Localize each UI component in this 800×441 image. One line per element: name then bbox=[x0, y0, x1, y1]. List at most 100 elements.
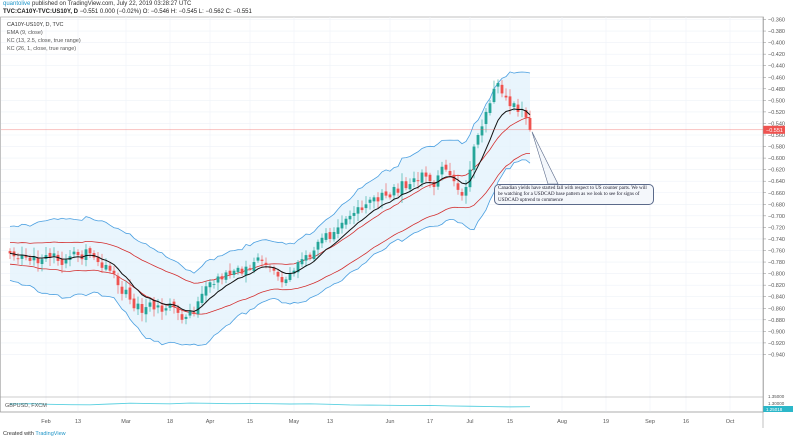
candle-body bbox=[360, 207, 364, 211]
candle-body bbox=[344, 218, 348, 225]
candle-body bbox=[180, 314, 184, 320]
candle-body bbox=[72, 251, 76, 255]
candle-body bbox=[144, 307, 148, 315]
candle-body bbox=[108, 265, 112, 271]
candle-body bbox=[396, 188, 400, 193]
y-tick-label: −0.360 bbox=[768, 18, 785, 24]
candle-body bbox=[304, 255, 308, 261]
y-tick-label: −0.780 bbox=[768, 260, 785, 266]
x-tick-label: Aug bbox=[557, 419, 567, 425]
candle-body bbox=[120, 286, 124, 294]
candle-body bbox=[220, 276, 224, 280]
candle-body bbox=[260, 259, 264, 261]
candle-body bbox=[328, 232, 332, 239]
candle-body bbox=[480, 126, 484, 136]
y-tick-label: −0.800 bbox=[768, 272, 785, 278]
x-tick-label: 15 bbox=[247, 419, 253, 425]
y-tick-label: −0.380 bbox=[768, 29, 785, 35]
candle-body bbox=[140, 304, 144, 313]
candle-body bbox=[188, 311, 192, 316]
y-tick-label: −0.460 bbox=[768, 75, 785, 81]
candle-body bbox=[256, 257, 260, 261]
candle-body bbox=[376, 197, 380, 202]
y-tick-label: −0.920 bbox=[768, 341, 785, 347]
footer: Created with TradingView bbox=[3, 431, 66, 437]
y-tick-label: −0.700 bbox=[768, 214, 785, 220]
y-tick-label: −0.480 bbox=[768, 87, 785, 93]
x-tick-label: 19 bbox=[603, 419, 609, 425]
candle-body bbox=[476, 135, 480, 145]
candle-body bbox=[176, 307, 180, 313]
candle-body bbox=[8, 251, 12, 254]
candle-body bbox=[32, 256, 36, 261]
candle-body bbox=[60, 258, 64, 265]
candle-body bbox=[100, 262, 104, 268]
candle-body bbox=[380, 192, 384, 201]
candle-body bbox=[136, 303, 140, 310]
candle-body bbox=[420, 172, 424, 183]
candle-body bbox=[104, 264, 108, 270]
candle-body bbox=[244, 266, 248, 276]
symbol-quote: TVC:CA10Y-TVC:US10Y, D −0.551 0.000 (−0.… bbox=[3, 9, 252, 15]
candle-body bbox=[364, 204, 368, 209]
candle-body bbox=[148, 302, 152, 307]
gbpusd-axis-label: 1.30000 bbox=[768, 401, 785, 406]
candle-body bbox=[384, 191, 388, 196]
tradingview-logo-text[interactable]: TradingView bbox=[35, 431, 66, 437]
candle-body bbox=[40, 259, 44, 264]
candle-body bbox=[160, 305, 164, 312]
candle-body bbox=[528, 117, 532, 130]
candle-body bbox=[192, 312, 196, 315]
candle-body bbox=[440, 166, 444, 175]
candle-body bbox=[496, 83, 500, 87]
candle-body bbox=[240, 268, 244, 274]
y-tick-label: −0.540 bbox=[768, 121, 785, 127]
candle-body bbox=[284, 279, 288, 284]
keltner-13-lower-line bbox=[9, 159, 531, 346]
x-tick-label: 13 bbox=[327, 419, 333, 425]
legend-kc-13[interactable]: KC (13, 2.5, close, true range) bbox=[7, 38, 81, 44]
author-link[interactable]: quantolive bbox=[3, 1, 31, 7]
legend-main-series[interactable]: CA10Y-US10Y, D, TVC bbox=[7, 22, 64, 28]
candle-body bbox=[428, 174, 432, 182]
candle-body bbox=[276, 271, 280, 277]
keltner-13-fill bbox=[10, 71, 530, 346]
x-tick-label: Jun bbox=[386, 419, 395, 425]
candle-body bbox=[500, 84, 504, 94]
candle-body bbox=[356, 207, 360, 214]
candle-body bbox=[504, 95, 508, 98]
candle-body bbox=[484, 111, 488, 125]
candle-body bbox=[316, 241, 320, 250]
last-price-label: −0.551 bbox=[766, 128, 783, 134]
candle-body bbox=[200, 293, 204, 303]
candle-body bbox=[324, 233, 328, 240]
candle-body bbox=[212, 283, 216, 285]
x-tick-label: Oct bbox=[726, 419, 735, 425]
candle-body bbox=[152, 300, 156, 310]
y-tick-label: −0.880 bbox=[768, 318, 785, 324]
keltner-13-upper-line bbox=[9, 71, 531, 274]
annotation-callout[interactable]: Canadian yields have started fall with r… bbox=[494, 184, 654, 205]
legend-kc-26[interactable]: KC (26, 1, close, true range) bbox=[7, 46, 77, 52]
y-tick-label: −0.400 bbox=[768, 41, 785, 47]
y-tick-label: −0.660 bbox=[768, 191, 785, 197]
candle-body bbox=[204, 286, 208, 296]
x-tick-label: 17 bbox=[427, 419, 433, 425]
last-price-badge bbox=[763, 125, 785, 134]
candle-body bbox=[492, 88, 496, 103]
y-tick-label: −0.820 bbox=[768, 283, 785, 289]
symbol: TVC:CA10Y-TVC:US10Y, D bbox=[3, 9, 79, 15]
candle-body bbox=[168, 303, 172, 308]
candle-body bbox=[248, 268, 252, 269]
candle-body bbox=[432, 181, 436, 187]
candle-body bbox=[208, 282, 212, 288]
candle-body bbox=[336, 227, 340, 234]
ema-9-line bbox=[9, 108, 531, 312]
legend-ema[interactable]: EMA (9, close) bbox=[7, 30, 43, 36]
candle-body bbox=[236, 267, 240, 272]
x-tick-label: Feb bbox=[41, 419, 50, 425]
candle-body bbox=[468, 169, 472, 188]
y-tick-label: −0.900 bbox=[768, 329, 785, 335]
candle-body bbox=[24, 255, 28, 258]
